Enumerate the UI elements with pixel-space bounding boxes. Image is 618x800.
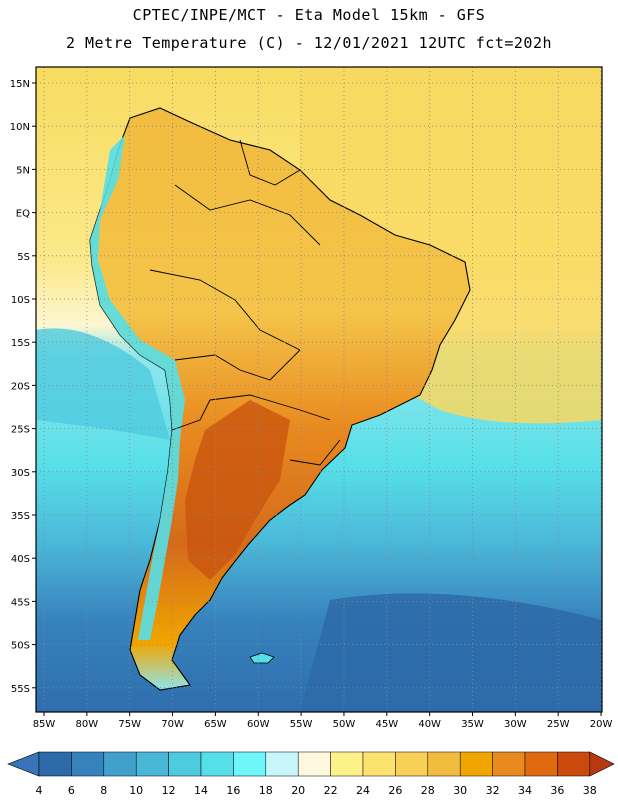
latitude-tick-label: 15S [11, 338, 30, 349]
longitude-tick-label: 40W [418, 719, 441, 730]
longitude-tick-label: 25W [547, 719, 570, 730]
country-borders [149, 139, 341, 466]
colorbar-swatch [362, 751, 396, 777]
colorbar-low-arrow [7, 751, 40, 777]
colorbar-swatch [233, 751, 267, 777]
colorbar-swatch [200, 751, 234, 777]
latitude-tick-label: 40S [11, 554, 30, 565]
color-legend-bar: 4 6 8 10 12 14 16 18 20 22 24 26 28 30 32 34 36 38 [7, 751, 615, 797]
longitude-tick-label: 80W [76, 719, 99, 730]
latitude-tick-label: 10N [10, 122, 30, 133]
colorbar-label: 4 [36, 784, 43, 797]
map-title-line-1: CPTEC/INPE/MCT - Eta Model 15km - GFS [132, 6, 486, 24]
latitude-tick-label: 5S [17, 252, 30, 263]
colorbar-swatch [265, 751, 299, 777]
colorbar-label: 34 [518, 784, 532, 797]
colorbar-swatch [168, 751, 202, 777]
colorbar-label: 10 [129, 784, 143, 797]
south-america-landmass [89, 107, 471, 691]
latitude-axis: 15N 10N 5N EQ 5S 10S 15S 20S 25S 30S 35S 40S 45S 50S 5… [10, 79, 36, 695]
colorbar-label: 14 [194, 784, 208, 797]
colorbar-swatch [330, 751, 364, 777]
latitude-tick-label: 10S [11, 295, 30, 306]
colorbar-label: 18 [259, 784, 273, 797]
latitude-tick-label: 45S [11, 597, 30, 608]
colorbar-label: 30 [453, 784, 467, 797]
colorbar-label: 22 [324, 784, 338, 797]
longitude-tick-label: 20W [590, 719, 613, 730]
colorbar-swatch [557, 751, 591, 777]
andes-cold-strip [90, 135, 185, 640]
longitude-tick-label: 75W [118, 719, 141, 730]
longitude-tick-label: 85W [33, 719, 56, 730]
latitude-tick-label: 30S [11, 468, 30, 479]
colorbar-label: 24 [356, 784, 370, 797]
colorbar-swatch [103, 751, 137, 777]
latitude-tick-label: 15N [10, 79, 30, 90]
longitude-tick-label: 30W [504, 719, 527, 730]
latitude-tick-label: EQ [16, 209, 30, 220]
southern-cold-zone [300, 593, 602, 712]
longitude-axis: 85W 80W 75W 70W 65W 60W 55W 50W 45W 40W 35W 30W 25W 2… [33, 712, 613, 730]
map-title-line-2: 2 Metre Temperature (C) - 12/01/2021 12U… [65, 34, 553, 52]
colorbar-label: 16 [226, 784, 240, 797]
colorbar-swatch [297, 751, 331, 777]
colorbar-label: 38 [583, 784, 597, 797]
patagonia-hot-zone [185, 400, 290, 580]
falkland-islands [249, 652, 275, 664]
colorbar-label: 28 [421, 784, 435, 797]
colorbar-swatch [71, 751, 105, 777]
colorbar-label: 6 [68, 784, 75, 797]
longitude-tick-label: 45W [375, 719, 398, 730]
map-frame [35, 66, 603, 713]
colorbar-swatch [492, 751, 526, 777]
latitude-tick-label: 50S [11, 641, 30, 652]
colorbar-label: 12 [162, 784, 176, 797]
latitude-tick-label: 25S [11, 425, 30, 436]
longitude-tick-label: 55W [290, 719, 313, 730]
colorbar-label: 26 [388, 784, 402, 797]
colorbar-label: 36 [550, 784, 564, 797]
colorbar-swatch [524, 751, 558, 777]
latitude-tick-label: 20S [11, 381, 30, 392]
latitude-tick-label: 35S [11, 511, 30, 522]
longitude-tick-label: 50W [333, 719, 356, 730]
colorbar-swatch [135, 751, 169, 777]
colorbar-label: 8 [100, 784, 107, 797]
colorbar-label: 20 [291, 784, 305, 797]
longitude-tick-label: 35W [461, 719, 484, 730]
longitude-tick-label: 60W [247, 719, 270, 730]
latitude-tick-label: 5N [16, 165, 30, 176]
latitude-tick-label: 55S [11, 684, 30, 695]
colorbar-label: 32 [486, 784, 500, 797]
colorbar-high-arrow [589, 751, 615, 777]
colorbar-swatch [395, 751, 429, 777]
colorbar-swatch [459, 751, 493, 777]
colorbar-swatch [427, 751, 461, 777]
pacific-cool-tongue [36, 328, 170, 440]
longitude-tick-label: 65W [204, 719, 227, 730]
colorbar-swatch [38, 751, 72, 777]
longitude-tick-label: 70W [161, 719, 184, 730]
